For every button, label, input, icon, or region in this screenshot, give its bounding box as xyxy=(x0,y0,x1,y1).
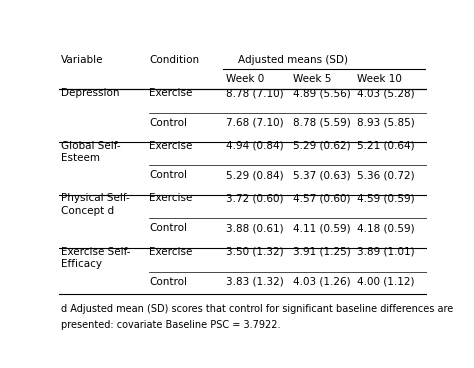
Text: 4.57 (0.60): 4.57 (0.60) xyxy=(292,194,350,204)
Text: Physical Self-
Concept d: Physical Self- Concept d xyxy=(61,194,130,216)
Text: 4.03 (5.28): 4.03 (5.28) xyxy=(357,88,414,98)
Text: 7.68 (7.10): 7.68 (7.10) xyxy=(227,118,284,128)
Text: 5.21 (0.64): 5.21 (0.64) xyxy=(357,141,414,151)
Text: Exercise: Exercise xyxy=(149,141,192,151)
Text: d Adjusted mean (SD) scores that control for significant baseline differences ar: d Adjusted mean (SD) scores that control… xyxy=(61,304,453,314)
Text: Exercise: Exercise xyxy=(149,194,192,204)
Text: Exercise: Exercise xyxy=(149,88,192,98)
Text: 4.89 (5.56): 4.89 (5.56) xyxy=(292,88,350,98)
Text: Control: Control xyxy=(149,170,187,180)
Text: 3.83 (1.32): 3.83 (1.32) xyxy=(227,276,284,287)
Text: 3.91 (1.25): 3.91 (1.25) xyxy=(292,247,350,257)
Text: 3.89 (1.01): 3.89 (1.01) xyxy=(357,247,414,257)
Text: Week 5: Week 5 xyxy=(292,74,331,84)
Text: presented: covariate Baseline PSC = 3.7922.: presented: covariate Baseline PSC = 3.79… xyxy=(61,319,281,330)
Text: Week 0: Week 0 xyxy=(227,74,264,84)
Text: Exercise: Exercise xyxy=(149,247,192,257)
Text: 5.36 (0.72): 5.36 (0.72) xyxy=(357,170,414,180)
Text: 4.59 (0.59): 4.59 (0.59) xyxy=(357,194,414,204)
Text: 8.78 (5.59): 8.78 (5.59) xyxy=(292,118,350,128)
Text: Variable: Variable xyxy=(61,56,104,66)
Text: 3.88 (0.61): 3.88 (0.61) xyxy=(227,223,284,233)
Text: 8.93 (5.85): 8.93 (5.85) xyxy=(357,118,415,128)
Text: Adjusted means (SD): Adjusted means (SD) xyxy=(237,56,347,66)
Text: 5.29 (0.84): 5.29 (0.84) xyxy=(227,170,284,180)
Text: 4.00 (1.12): 4.00 (1.12) xyxy=(357,276,414,287)
Text: 8.78 (7.10): 8.78 (7.10) xyxy=(227,88,284,98)
Text: Exercise Self-
Efficacy: Exercise Self- Efficacy xyxy=(61,247,130,269)
Text: Control: Control xyxy=(149,118,187,128)
Text: Control: Control xyxy=(149,223,187,233)
Text: 5.29 (0.62): 5.29 (0.62) xyxy=(292,141,350,151)
Text: Depression: Depression xyxy=(61,88,119,98)
Text: 3.50 (1.32): 3.50 (1.32) xyxy=(227,247,284,257)
Text: 4.03 (1.26): 4.03 (1.26) xyxy=(292,276,350,287)
Text: 3.72 (0.60): 3.72 (0.60) xyxy=(227,194,284,204)
Text: Week 10: Week 10 xyxy=(357,74,401,84)
Text: Control: Control xyxy=(149,276,187,287)
Text: Global Self-
Esteem: Global Self- Esteem xyxy=(61,141,121,163)
Text: Condition: Condition xyxy=(149,56,200,66)
Text: 5.37 (0.63): 5.37 (0.63) xyxy=(292,170,350,180)
Text: 4.18 (0.59): 4.18 (0.59) xyxy=(357,223,414,233)
Text: 4.94 (0.84): 4.94 (0.84) xyxy=(227,141,284,151)
Text: 4.11 (0.59): 4.11 (0.59) xyxy=(292,223,350,233)
